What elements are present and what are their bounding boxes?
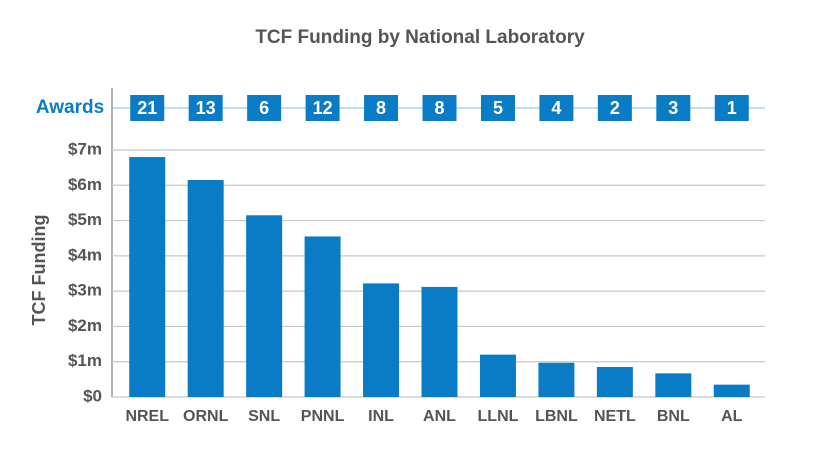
x-tick-label: BNL xyxy=(657,408,690,425)
bar xyxy=(363,283,400,397)
y-tick-label: $0 xyxy=(83,386,102,405)
award-count: 12 xyxy=(313,98,333,118)
award-count: 6 xyxy=(259,98,269,118)
award-count: 8 xyxy=(376,98,386,118)
award-count: 21 xyxy=(137,98,157,118)
x-tick-label: NETL xyxy=(594,408,636,425)
bar xyxy=(246,215,283,397)
award-count: 4 xyxy=(551,98,561,118)
bar xyxy=(655,373,692,397)
y-tick-label: $3m xyxy=(68,281,102,300)
x-tick-label: NREL xyxy=(125,408,169,425)
award-box xyxy=(130,95,165,121)
bar xyxy=(713,384,750,397)
award-box xyxy=(422,95,457,121)
award-count: 13 xyxy=(196,98,216,118)
bar xyxy=(479,354,516,397)
y-tick-label: $2m xyxy=(68,316,102,335)
x-tick-label: PNNL xyxy=(301,408,345,425)
x-tick-label: SNL xyxy=(248,408,280,425)
y-tick-label: $6m xyxy=(68,175,102,194)
award-box xyxy=(305,95,340,121)
award-count: 8 xyxy=(434,98,444,118)
x-tick-label: ANL xyxy=(423,408,456,425)
award-box xyxy=(597,95,632,121)
x-tick-label: ORNL xyxy=(183,408,229,425)
bar xyxy=(304,236,341,397)
bar xyxy=(421,286,458,397)
award-count: 5 xyxy=(493,98,503,118)
award-count: 2 xyxy=(610,98,620,118)
award-box xyxy=(480,95,515,121)
bar xyxy=(187,179,224,397)
chart-title: TCF Funding by National Laboratory xyxy=(255,27,585,48)
x-tick-label: LLNL xyxy=(478,408,519,425)
y-tick-label: $5m xyxy=(68,210,102,229)
award-count: 3 xyxy=(668,98,678,118)
y-tick-label: $1m xyxy=(68,351,102,370)
awards-label: Awards xyxy=(36,97,104,118)
bar xyxy=(538,362,575,397)
y-tick-label: $7m xyxy=(68,139,102,158)
award-box xyxy=(364,95,399,121)
award-box xyxy=(247,95,282,121)
x-tick-label: AL xyxy=(721,408,743,425)
bar xyxy=(596,367,633,397)
x-tick-label: LBNL xyxy=(535,408,578,425)
award-box xyxy=(656,95,691,121)
award-box xyxy=(714,95,749,121)
award-box xyxy=(188,95,223,121)
y-axis-label: TCF Funding xyxy=(29,215,49,326)
x-tick-label: INL xyxy=(368,408,394,425)
award-count: 1 xyxy=(727,98,737,118)
y-tick-label: $4m xyxy=(68,245,102,264)
award-box xyxy=(539,95,574,121)
bar xyxy=(129,157,166,397)
